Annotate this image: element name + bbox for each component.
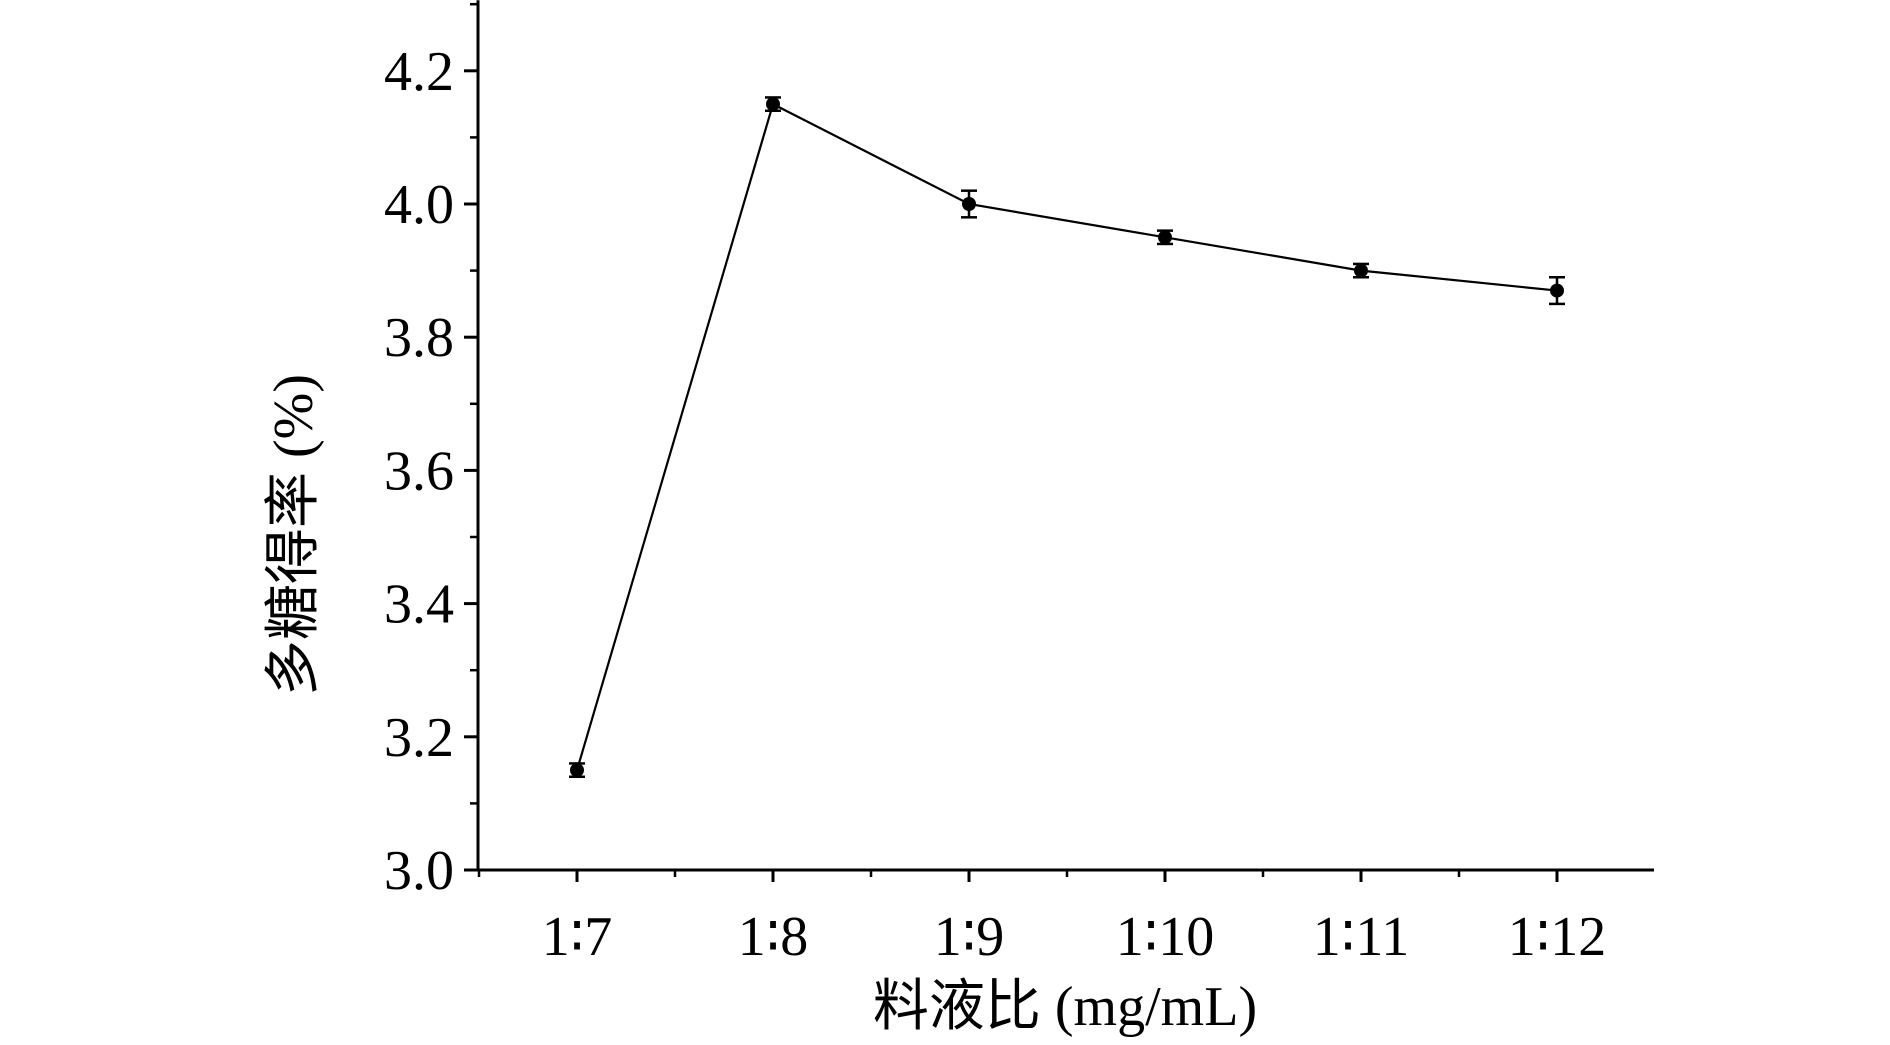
axes [476, 0, 1654, 872]
series-line [575, 102, 1558, 771]
y-tick-label: 3.0 [384, 840, 454, 902]
y-tick-label: 4.2 [384, 41, 454, 103]
x-tick-label: 1∶9 [934, 906, 1005, 968]
x-tick-label: 1∶10 [1116, 906, 1215, 968]
data-point [1354, 263, 1368, 278]
ticks: 3.0 3.2 3.4 3.6 3.8 4.0 4.2 1∶7 1∶8 1∶9 1∶10 1∶11 1∶… [384, 2, 1607, 968]
x-tick-label: 1∶12 [1508, 906, 1607, 968]
y-tick-label: 3.8 [384, 307, 454, 369]
data-point [1158, 230, 1172, 245]
x-tick-label: 1∶7 [542, 906, 613, 968]
data-point [570, 763, 584, 778]
y-tick-label: 3.4 [384, 574, 454, 636]
data-point [962, 197, 976, 211]
y-tick-label: 4.0 [384, 174, 454, 236]
x-tick-label: 1∶8 [738, 906, 809, 968]
y-tick-label: 3.2 [384, 707, 454, 769]
x-tick-label: 1∶11 [1313, 906, 1410, 968]
series [569, 96, 1565, 779]
data-point [766, 97, 780, 112]
y-tick-label: 3.6 [384, 440, 454, 502]
data-point [1550, 283, 1564, 298]
y-axis-title: 多糖得率 (%) [263, 374, 325, 696]
x-axis-title: 料液比 (mg/mL) [873, 976, 1257, 1038]
